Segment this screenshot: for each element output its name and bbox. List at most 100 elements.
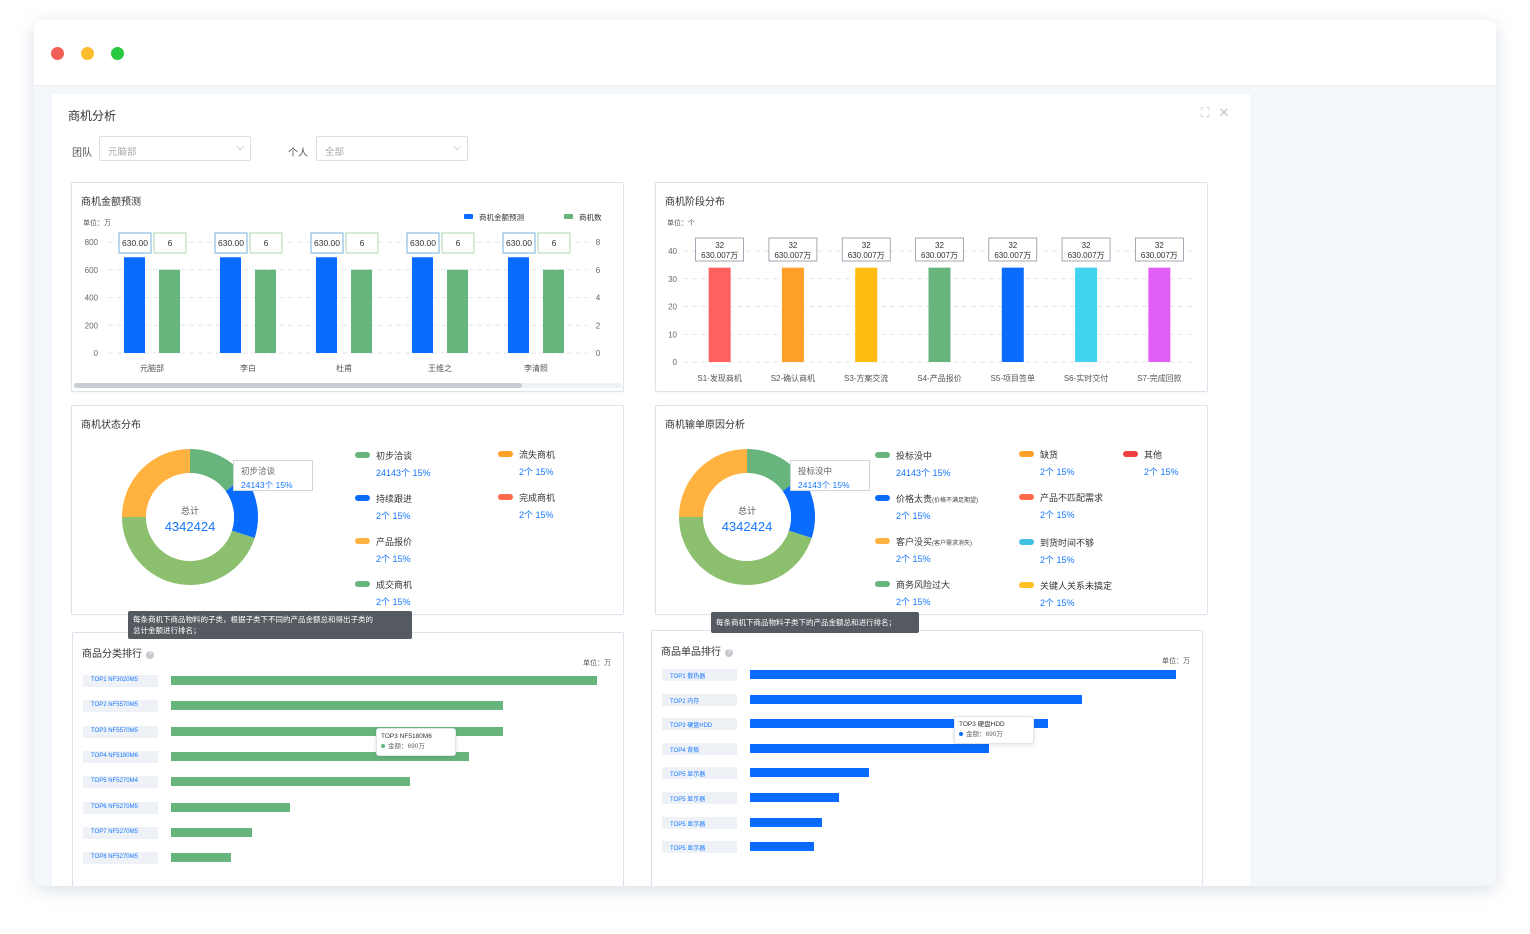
data-label-box <box>695 237 744 262</box>
stage-bar <box>708 267 731 362</box>
loss-legend-item[interactable]: 产品不匹配需求 2个 15% <box>1019 491 1103 521</box>
rank-bar[interactable] <box>171 701 504 711</box>
loss-legend-item[interactable]: 价格太贵(价格不满足期望) 2个 15% <box>875 492 978 522</box>
team-select[interactable]: 元脑部 ⌵ <box>99 136 251 161</box>
y-right-tick-label: 6 <box>596 266 601 275</box>
rank-bar[interactable] <box>171 751 470 761</box>
status-legend-item[interactable]: 初步洽谈 24143个 15% <box>355 449 431 479</box>
legend-value: 2个 15% <box>896 554 931 564</box>
rank-bar[interactable] <box>171 827 252 837</box>
x-tick-label: 李白 <box>240 363 256 373</box>
rank-bar[interactable] <box>171 726 504 736</box>
forecast-amount-bar <box>220 257 241 353</box>
horizontal-scrollbar[interactable] <box>74 383 522 388</box>
y-right-tick-label: 4 <box>596 294 601 303</box>
tooltip-name: 初步洽谈 <box>241 466 276 476</box>
loss-total-value: 4342424 <box>721 519 773 534</box>
stage-amount-label: 630.007万 <box>1068 251 1105 260</box>
hover-tip-title: TOP3 NF5180M6 <box>381 733 432 740</box>
legend-swatch <box>875 452 890 458</box>
legend-swatch <box>1019 451 1034 457</box>
loss-legend-item[interactable]: 投标没中 24143个 15% <box>875 449 951 479</box>
status-legend-item[interactable]: 流失商机 2个 15% <box>498 448 555 478</box>
stage-amount-label: 630.007万 <box>701 251 738 260</box>
rank-bar[interactable] <box>750 817 823 827</box>
y-tick-label: 0 <box>673 358 678 367</box>
rank-bar[interactable] <box>750 842 814 852</box>
y-right-tick-label: 8 <box>596 238 601 247</box>
rank-bar[interactable] <box>171 853 231 863</box>
y-tick-label: 20 <box>668 303 677 312</box>
legend-swatch <box>498 494 513 500</box>
loss-legend-item[interactable]: 缺货 2个 15% <box>1019 448 1075 478</box>
legend-name: 流失商机 <box>519 450 556 460</box>
rank-bar[interactable] <box>750 670 1176 679</box>
category-rank-info-tooltip: 每条商机下商品物料的子类，根据子类下不同的产品金额总和得出子类的 总计金额进行排… <box>128 611 412 639</box>
info-icon[interactable]: ? <box>725 649 733 657</box>
legend-name: 价格太贵 <box>896 494 933 504</box>
close-icon[interactable]: ✕ <box>1218 105 1230 120</box>
x-tick-label: S7-完成回款 <box>1137 373 1181 383</box>
hover-tip-title: TOP3 硬盘HDD <box>959 721 1005 728</box>
stage-amount-label: 630.007万 <box>921 251 958 260</box>
data-label-box <box>153 232 187 254</box>
loss-legend-item[interactable]: 客户没买(客户需求消失) 2个 15% <box>875 535 972 565</box>
status-legend-item[interactable]: 产品报价 2个 15% <box>355 535 412 565</box>
loss-legend-item[interactable]: 其他 2个 15% <box>1123 448 1179 478</box>
rank-bar[interactable] <box>171 802 291 812</box>
forecast-legend-amount: 商机金额预测 <box>464 212 524 223</box>
data-label-box <box>988 237 1038 262</box>
data-label-box <box>768 237 818 262</box>
loss-legend-item[interactable]: 商务风险过大 2个 15% <box>875 578 950 608</box>
stage-bar <box>1148 267 1171 362</box>
loss-total-label: 总计 <box>737 506 756 516</box>
status-legend-item[interactable]: 完成商机 2个 15% <box>498 491 555 521</box>
status-legend-item[interactable]: 持续跟进 2个 15% <box>355 492 412 522</box>
y-tick-label: 10 <box>668 330 677 339</box>
tooltip-value: 24143个 15% <box>241 480 293 490</box>
y-left-tick-label: 600 <box>85 266 99 275</box>
data-label-box <box>915 237 964 262</box>
stage-count-label: 32 <box>862 241 871 250</box>
legend-swatch <box>355 495 370 501</box>
legend-name: 初步洽谈 <box>376 451 413 461</box>
legend-swatch <box>875 581 890 587</box>
person-select[interactable]: 全部 ⌵ <box>316 136 468 161</box>
rank-bar[interactable] <box>750 719 1049 729</box>
donut-slice <box>782 477 815 539</box>
legend-value: 2个 15% <box>896 597 931 607</box>
forecast-count-label: 6 <box>264 238 269 248</box>
loss-legend-item[interactable]: 关键人关系未搞定 2个 15% <box>1019 579 1112 609</box>
category-rank-hover-tip: TOP3 NF5180M6 金额：690万 <box>376 728 456 756</box>
status-hover-tooltip: 初步洽谈 24143个 15% <box>233 460 313 491</box>
expand-icon[interactable]: ⛶ <box>1200 105 1210 120</box>
legend-note: (客户需求消失) <box>932 541 973 547</box>
item-rank-hover-tip: TOP3 硬盘HDD 金额：690万 <box>954 716 1034 744</box>
donut-slice <box>122 449 190 517</box>
legend-swatch <box>875 538 890 544</box>
rank-bar[interactable] <box>171 777 410 787</box>
rank-label: TOP6 NF5270M5 <box>83 801 158 814</box>
rank-bar[interactable] <box>171 676 597 685</box>
minimize-window-button[interactable] <box>81 47 94 60</box>
info-icon[interactable]: ? <box>146 651 154 659</box>
rank-bar[interactable] <box>750 793 840 802</box>
tooltip-value: 24143个 15% <box>798 480 850 490</box>
legend-swatch <box>1019 494 1034 500</box>
panel-title: 商机分析 <box>68 109 117 123</box>
legend-name: 其他 <box>1144 450 1163 460</box>
stage-count-label: 32 <box>935 241 944 250</box>
maximize-window-button[interactable] <box>111 47 124 60</box>
y-tick-label: 30 <box>668 275 677 284</box>
x-tick-label: 李清照 <box>524 363 548 373</box>
rank-bar[interactable] <box>750 768 870 778</box>
rank-bar[interactable] <box>750 694 1083 704</box>
legend-name: 到货时间不够 <box>1040 538 1095 548</box>
rank-bar[interactable] <box>750 743 989 753</box>
close-window-button[interactable] <box>51 47 64 60</box>
x-tick-label: S2-确认商机 <box>771 373 815 383</box>
stage-amount-label: 630.007万 <box>848 251 885 260</box>
loss-legend-item[interactable]: 到货时间不够 2个 15% <box>1019 536 1094 566</box>
status-legend-item[interactable]: 成交商机 2个 15% <box>355 578 412 608</box>
data-label-box <box>502 232 536 254</box>
